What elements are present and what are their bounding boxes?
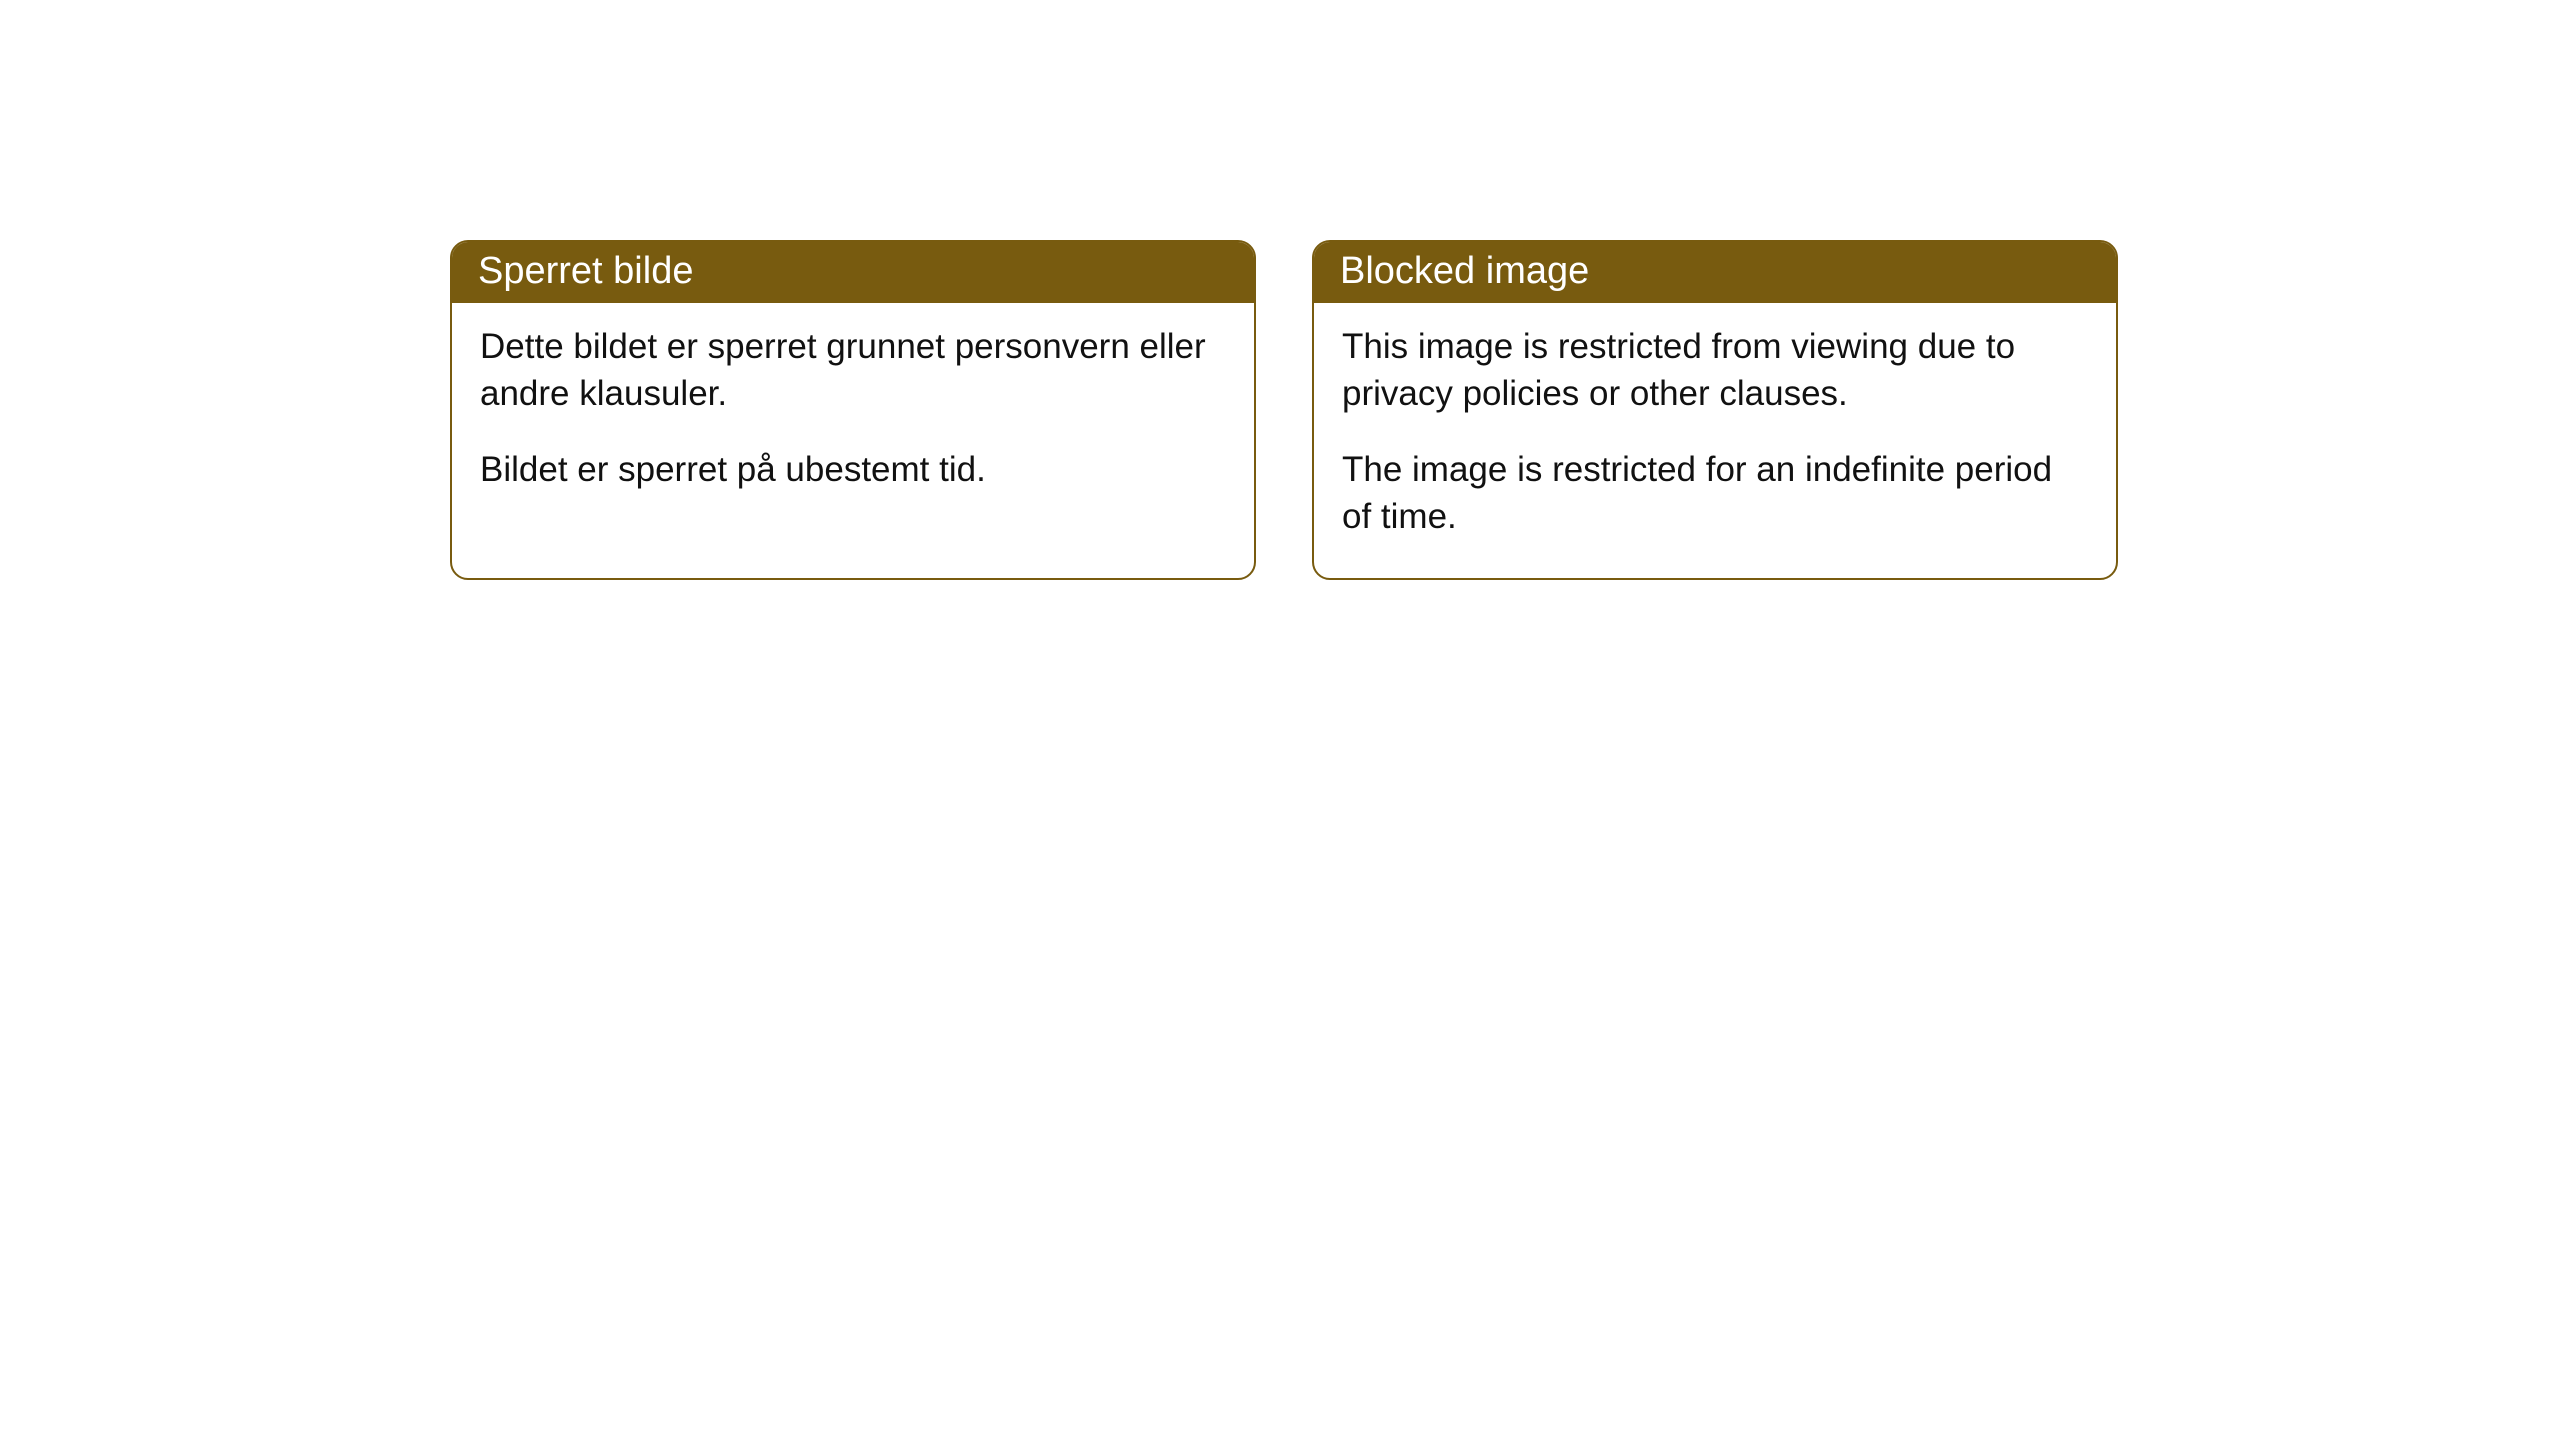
cards-container: Sperret bilde Dette bildet er sperret gr… <box>450 240 2560 580</box>
card-paragraph: This image is restricted from viewing du… <box>1342 323 2088 418</box>
blocked-image-card-norwegian: Sperret bilde Dette bildet er sperret gr… <box>450 240 1256 580</box>
blocked-image-card-english: Blocked image This image is restricted f… <box>1312 240 2118 580</box>
card-body: This image is restricted from viewing du… <box>1314 303 2116 578</box>
card-body: Dette bildet er sperret grunnet personve… <box>452 303 1254 531</box>
card-paragraph: The image is restricted for an indefinit… <box>1342 446 2088 541</box>
card-paragraph: Dette bildet er sperret grunnet personve… <box>480 323 1226 418</box>
card-header: Sperret bilde <box>452 242 1254 303</box>
card-header: Blocked image <box>1314 242 2116 303</box>
card-paragraph: Bildet er sperret på ubestemt tid. <box>480 446 1226 493</box>
